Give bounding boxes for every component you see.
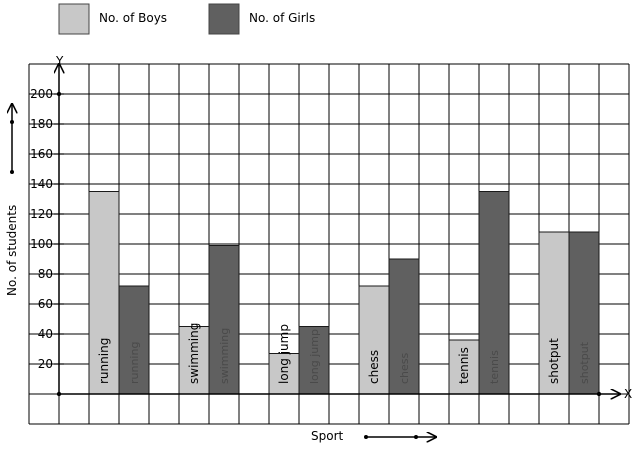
y-tick-label: 200	[30, 87, 53, 101]
bars	[88, 191, 600, 395]
bar-boys-0	[88, 191, 120, 395]
bar-girls-3	[388, 258, 420, 395]
y-axis-label: No. of students	[5, 205, 19, 296]
legend-label-girls: No. of Girls	[249, 11, 315, 25]
y-tick-label: 120	[30, 207, 53, 221]
bar-label-boys-5: shotput	[547, 338, 561, 384]
y-tick-label: 180	[30, 117, 53, 131]
y-tick-label: 20	[38, 357, 53, 371]
bar-label-boys-3: chess	[367, 350, 381, 384]
bar-boys-4	[448, 339, 480, 395]
y-tick-label: 140	[30, 177, 53, 191]
y-ticks: 20 40 60 80 100 120 140 160 180 200	[30, 87, 64, 371]
y-tick-label: 100	[30, 237, 53, 251]
x-axis-direction-arrow-icon	[364, 435, 436, 439]
x-axis-label: Sport	[311, 429, 344, 443]
y-tick-label: 80	[38, 267, 53, 281]
x-axis-letter: X	[624, 387, 632, 401]
bar-labels: running running swimming swimming long jump l…	[97, 323, 591, 384]
bar-boys-5	[538, 231, 570, 395]
legend-swatch-boys	[58, 3, 90, 35]
bar-label-girls-4: tennis	[488, 350, 501, 384]
y-axis-letter: Y	[55, 54, 64, 68]
bar-label-boys-2: long jump	[277, 324, 291, 384]
bar-label-girls-2: long jump	[308, 329, 321, 384]
bar-label-girls-1: swimming	[218, 328, 231, 384]
bar-girls-4	[478, 191, 510, 395]
bar-girls-0	[118, 285, 150, 395]
legend: No. of Boys No. of Girls	[58, 3, 315, 35]
bar-girls-1	[208, 245, 240, 395]
y-tick-label: 60	[38, 297, 53, 311]
bar-boys-2	[268, 353, 300, 395]
legend-swatch-girls	[208, 3, 240, 35]
bar-label-girls-3: chess	[398, 352, 411, 384]
y-tick-label: 40	[38, 327, 53, 341]
bar-label-girls-0: running	[128, 342, 141, 384]
y-axis-direction-arrow-icon	[10, 104, 14, 174]
bar-label-boys-0: running	[97, 338, 111, 384]
legend-label-boys: No. of Boys	[99, 11, 167, 25]
y-tick-label: 160	[30, 147, 53, 161]
x-axis-end-dot	[596, 391, 602, 397]
bar-girls-5	[568, 231, 600, 395]
bar-label-girls-5: shotput	[578, 341, 591, 384]
bar-label-boys-1: swimming	[187, 323, 201, 384]
bar-label-boys-4: tennis	[457, 347, 471, 384]
